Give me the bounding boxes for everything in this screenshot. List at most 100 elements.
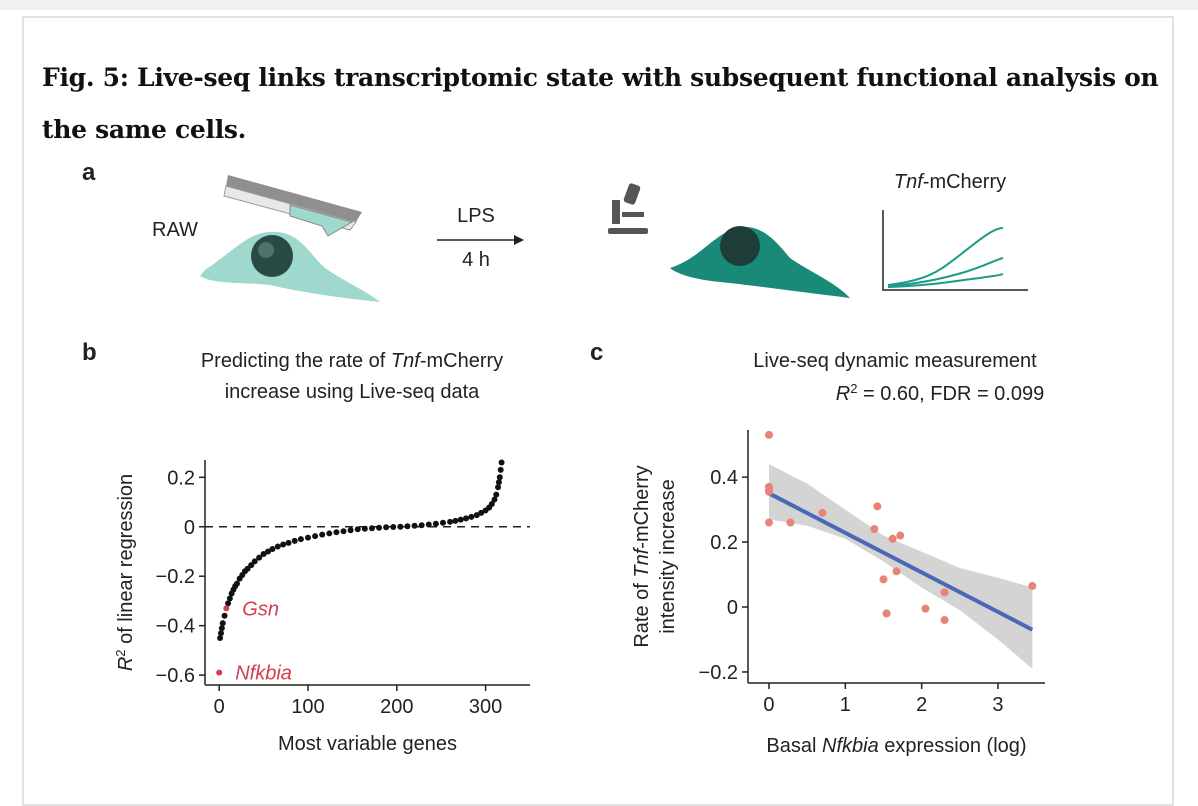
chart-title: Live-seq dynamic measurement	[753, 350, 1037, 372]
point	[217, 635, 224, 642]
text-part: Most variable genes	[278, 733, 457, 755]
y-tick-label: 0	[184, 517, 195, 539]
point	[404, 523, 411, 530]
point	[491, 496, 498, 503]
point	[447, 518, 454, 525]
point	[244, 565, 251, 572]
x-tick-label: 3	[992, 694, 1003, 716]
point	[888, 534, 897, 543]
text-part: Rate of	[631, 578, 653, 648]
x-tick-label: 200	[380, 696, 413, 718]
y-tick-label: −0.2	[156, 566, 195, 588]
text-part: -mCherry	[631, 465, 653, 548]
chart-title: R2 = 0.60, FDR = 0.099	[836, 381, 1044, 406]
point	[305, 534, 312, 541]
point	[1028, 581, 1037, 590]
point	[764, 430, 773, 439]
point	[256, 554, 263, 561]
point	[326, 530, 333, 537]
treatment: LPS	[457, 205, 495, 227]
point	[274, 543, 281, 550]
nucleus-highlight	[258, 242, 274, 258]
text-part: 2	[850, 381, 857, 396]
point	[368, 525, 375, 532]
y-tick-label: 0.4	[710, 467, 738, 489]
point	[251, 558, 258, 565]
point	[219, 620, 226, 627]
nucleus	[720, 226, 760, 266]
text-part: Predicting the rate of	[201, 350, 391, 372]
text-part: expression (log)	[879, 735, 1027, 757]
readout-label: Tnf-mCherry	[894, 171, 1006, 193]
point	[260, 550, 267, 557]
x-tick-label: 0	[763, 694, 774, 716]
point	[478, 509, 485, 516]
point	[390, 524, 397, 531]
y-axis-label: Rate of Tnf-mCherry	[631, 465, 653, 647]
y-tick-label: −0.4	[156, 616, 195, 638]
figure-title: Fig. 5: Live-seq links transcriptomic st…	[42, 63, 1159, 144]
point	[397, 523, 404, 530]
text-part: Tnf	[894, 171, 925, 193]
point	[497, 466, 504, 473]
point	[354, 526, 361, 533]
y-axis-label: intensity increase	[657, 479, 679, 634]
point	[498, 459, 505, 466]
x-axis-label: Most variable genes	[278, 733, 457, 755]
point	[764, 518, 773, 527]
point	[280, 541, 287, 548]
point	[418, 522, 425, 529]
x-tick-label: 0	[214, 696, 225, 718]
y-tick-label: 0.2	[710, 532, 738, 554]
point	[411, 522, 418, 529]
text-part: increase using Live-seq data	[225, 381, 480, 403]
point	[468, 513, 475, 520]
text-part: -mCherry	[420, 350, 503, 372]
point	[297, 536, 304, 543]
point	[940, 588, 949, 597]
point	[786, 518, 795, 527]
panel-label: c	[590, 339, 603, 366]
point	[265, 548, 272, 555]
point	[882, 609, 891, 618]
regression-line	[768, 491, 1034, 632]
x-tick-label: 1	[840, 694, 851, 716]
text-part: = 0.60, FDR = 0.099	[857, 383, 1044, 405]
point-annotation: Gsn	[242, 598, 279, 620]
readout-plot	[882, 210, 1028, 291]
confidence-band	[768, 464, 1033, 669]
point	[488, 501, 495, 508]
point	[319, 531, 326, 538]
point	[896, 531, 905, 540]
point	[495, 479, 502, 486]
point	[764, 487, 773, 496]
y-axis-label: R2 of linear regression	[113, 474, 138, 671]
chart-title: Predicting the rate of Tnf-mCherry	[201, 350, 503, 372]
point	[340, 528, 347, 535]
text-part: Basal	[766, 735, 822, 757]
point	[269, 546, 276, 553]
arrow-head	[514, 235, 524, 245]
point	[226, 595, 233, 602]
point	[221, 612, 228, 619]
point	[218, 625, 225, 632]
microscope	[608, 183, 648, 234]
panel-label: a	[82, 159, 96, 186]
x-tick-label: 300	[469, 696, 502, 718]
cell	[200, 231, 380, 302]
nucleus	[251, 235, 293, 277]
point	[921, 604, 930, 613]
text-part: Tnf	[631, 546, 653, 577]
point	[873, 502, 882, 511]
point	[217, 630, 224, 637]
point	[452, 517, 459, 524]
point	[879, 575, 888, 584]
point	[285, 539, 292, 546]
point	[818, 508, 827, 517]
text-part: intensity increase	[657, 479, 679, 634]
x-tick-label: 2	[916, 694, 927, 716]
point	[216, 669, 223, 676]
text-part: 2	[113, 649, 128, 656]
